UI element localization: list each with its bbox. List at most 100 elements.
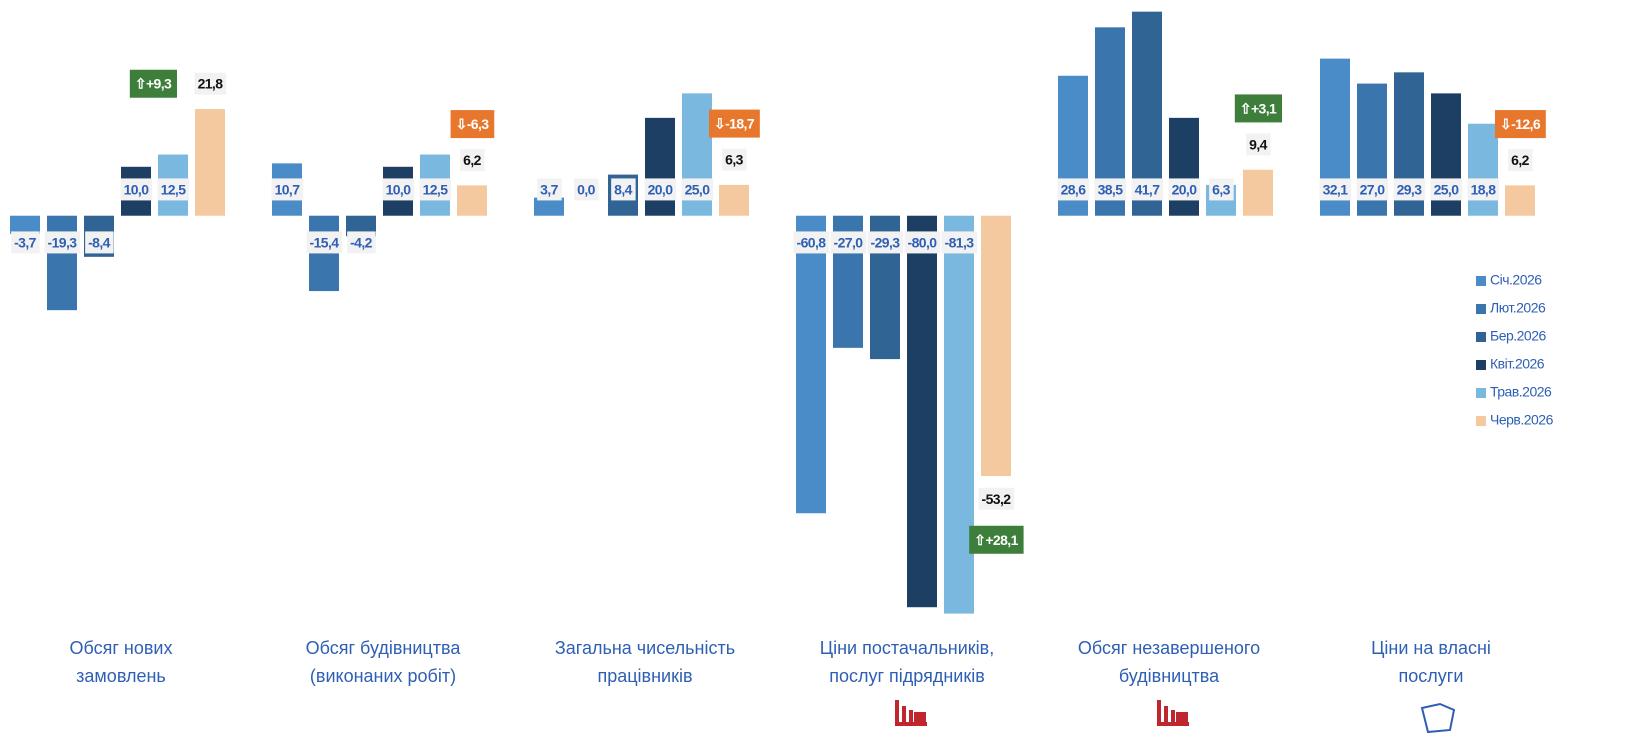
value-label: -4,2 (350, 234, 373, 250)
value-label-bg (347, 231, 376, 254)
change-label: ⇩-12,6 (1500, 116, 1541, 132)
bar (47, 215, 77, 311)
value-label-bg (793, 231, 830, 254)
value-label: 25,0 (685, 181, 711, 197)
change-bg (969, 525, 1024, 554)
value-label-bg (1094, 178, 1127, 201)
value-label-bg (44, 231, 81, 254)
bar (944, 215, 974, 614)
value-label-bg (904, 231, 941, 254)
value-label-bg (1393, 178, 1426, 201)
value-label-bg (1467, 178, 1500, 201)
value-label: 41,7 (1135, 181, 1161, 197)
value-label-bg (271, 178, 304, 201)
value-label-bg (941, 231, 978, 254)
value-label-bg (1246, 133, 1271, 156)
category-label: Обсяг нових замовлень (69, 638, 173, 686)
change-label: ⇩-18,7 (714, 116, 755, 132)
value-label: 18,8 (1471, 181, 1497, 197)
legend-label: Квіт.2026 (1490, 356, 1545, 372)
value-label: -27,0 (834, 234, 864, 250)
category-label: Ціни постачальників, послуг підрядників (819, 638, 995, 686)
value-label: 28,6 (1061, 181, 1087, 197)
value-label: 25,0 (1434, 181, 1460, 197)
category-label: Загальна чисельність працівників (554, 638, 736, 686)
value-label: 9,4 (1249, 136, 1267, 152)
value-label: 12,5 (423, 181, 449, 197)
value-label-bg (1168, 178, 1201, 201)
value-label: 6,3 (1212, 181, 1230, 197)
bar (1468, 123, 1498, 216)
value-label: 20,0 (1172, 181, 1198, 197)
value-label: 10,7 (275, 181, 301, 197)
legend-label: Трав.2026 (1490, 384, 1552, 400)
value-label-bg (830, 231, 867, 254)
value-label: 10,0 (386, 181, 412, 197)
legend-swatch (1476, 416, 1486, 426)
legend-swatch (1476, 388, 1486, 398)
value-label-bg (611, 178, 636, 201)
value-label: -53,2 (982, 491, 1012, 507)
value-label-bg (1319, 178, 1352, 201)
value-label-bg (1057, 178, 1090, 201)
change-bg (450, 110, 495, 139)
value-label: -60,8 (797, 234, 827, 250)
value-label-bg (1508, 149, 1533, 172)
value-label-bg (157, 178, 190, 201)
value-label-bg (11, 231, 40, 254)
change-bg (1494, 110, 1546, 139)
value-label: 12,5 (161, 181, 187, 197)
value-label: 20,0 (648, 181, 674, 197)
legend-label: Січ.2026 (1490, 272, 1542, 288)
legend-swatch (1476, 304, 1486, 314)
value-label-bg (194, 72, 227, 95)
change-bg (129, 69, 177, 98)
value-label-bg (306, 231, 343, 254)
value-label-bg (85, 231, 114, 254)
bar (1505, 185, 1535, 216)
bar (195, 109, 225, 216)
value-label: 27,0 (1360, 181, 1386, 197)
bar (796, 215, 826, 514)
value-label-bg (867, 231, 904, 254)
change-bg (1234, 94, 1282, 123)
bar (457, 185, 487, 216)
change-label: ⇧+3,1 (1240, 100, 1277, 116)
change-label: ⇧+28,1 (974, 532, 1018, 548)
bar (1169, 117, 1199, 216)
category-label: Обсяг незавершеного будівництва (1077, 638, 1261, 686)
value-label: 32,1 (1323, 181, 1349, 197)
category-label: Обсяг будівництва (виконаних робіт) (305, 638, 461, 686)
bar (346, 215, 376, 237)
change-bg (708, 109, 760, 138)
bar (10, 215, 40, 234)
value-label: -29,3 (871, 234, 901, 250)
value-label-bg (419, 178, 452, 201)
legend-swatch (1476, 276, 1486, 286)
value-label: -19,3 (48, 234, 78, 250)
value-label-bg (1356, 178, 1389, 201)
legend-swatch (1476, 332, 1486, 342)
value-label: 6,3 (725, 152, 743, 168)
icon (1420, 702, 1456, 734)
value-label: 38,5 (1098, 181, 1124, 197)
value-label: 3,7 (540, 181, 558, 197)
value-label-bg (1430, 178, 1463, 201)
value-label-bg (978, 487, 1015, 510)
value-label: 10,0 (124, 181, 150, 197)
value-label-bg (537, 178, 562, 201)
bar (534, 197, 564, 216)
value-label: -8,4 (88, 234, 111, 250)
value-label: 21,8 (198, 76, 224, 92)
value-label-bg (120, 178, 153, 201)
value-label: -15,4 (310, 234, 340, 250)
value-label: 6,2 (463, 152, 481, 168)
legend-label: Черв.2026 (1490, 412, 1554, 428)
value-label: -3,7 (14, 234, 37, 250)
bar (907, 215, 937, 608)
change-label: ⇩-6,3 (456, 116, 490, 132)
value-label: 29,3 (1397, 181, 1423, 197)
legend-swatch (1476, 360, 1486, 370)
